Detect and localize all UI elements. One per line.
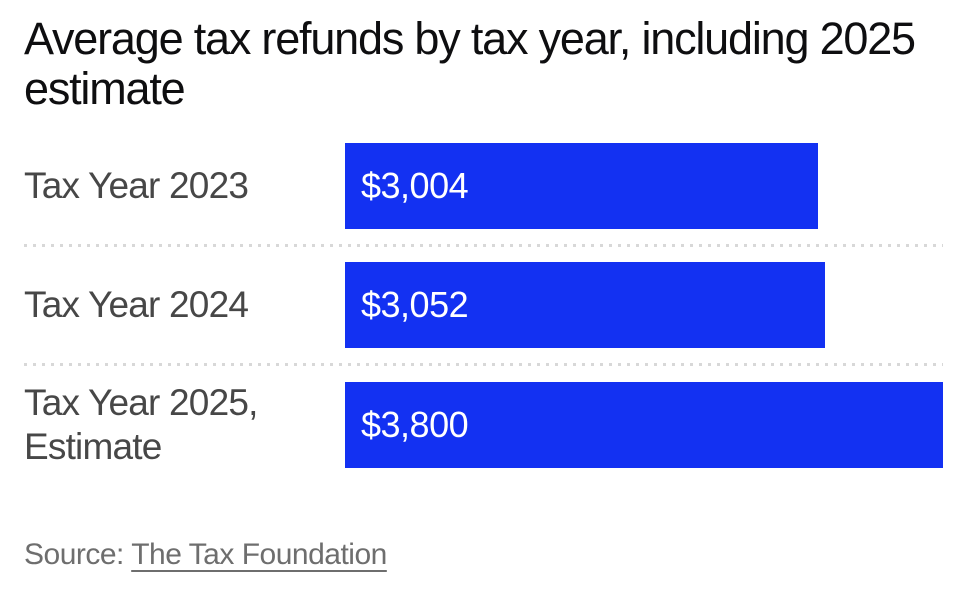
category-label-2024: Tax Year 2024 <box>24 283 249 325</box>
bar-value-2025-estimate: $3,800 <box>361 404 469 446</box>
row-divider <box>24 362 943 366</box>
bar-row-2025-estimate: Tax Year 2025, Estimate $3,800 <box>24 381 943 470</box>
bar-chart: Tax Year 2023 $3,004 Tax Year 2024 $3,05… <box>24 142 943 470</box>
category-label-2023: Tax Year 2023 <box>24 164 249 206</box>
bar-2024: $3,052 <box>345 261 826 348</box>
bar-track: $3,052 <box>345 261 943 348</box>
bar-track: $3,004 <box>345 142 943 229</box>
row-divider <box>24 243 943 247</box>
category-label-2025-estimate: Tax Year 2025, Estimate <box>24 381 258 468</box>
source-prefix: Source: <box>24 537 132 571</box>
bar-row-2024: Tax Year 2024 $3,052 <box>24 261 943 348</box>
bar-track: $3,800 <box>345 382 943 469</box>
bar-2025-estimate: $3,800 <box>345 382 943 469</box>
source-link[interactable]: The Tax Foundation <box>131 537 387 571</box>
bar-2023: $3,004 <box>345 142 818 229</box>
source-line: Source: The Tax Foundation <box>24 538 938 572</box>
bar-value-2024: $3,052 <box>361 283 469 325</box>
bar-value-2023: $3,004 <box>361 164 469 206</box>
chart-title: Average tax refunds by tax year, includi… <box>24 13 916 114</box>
bar-row-2023: Tax Year 2023 $3,004 <box>24 142 943 229</box>
